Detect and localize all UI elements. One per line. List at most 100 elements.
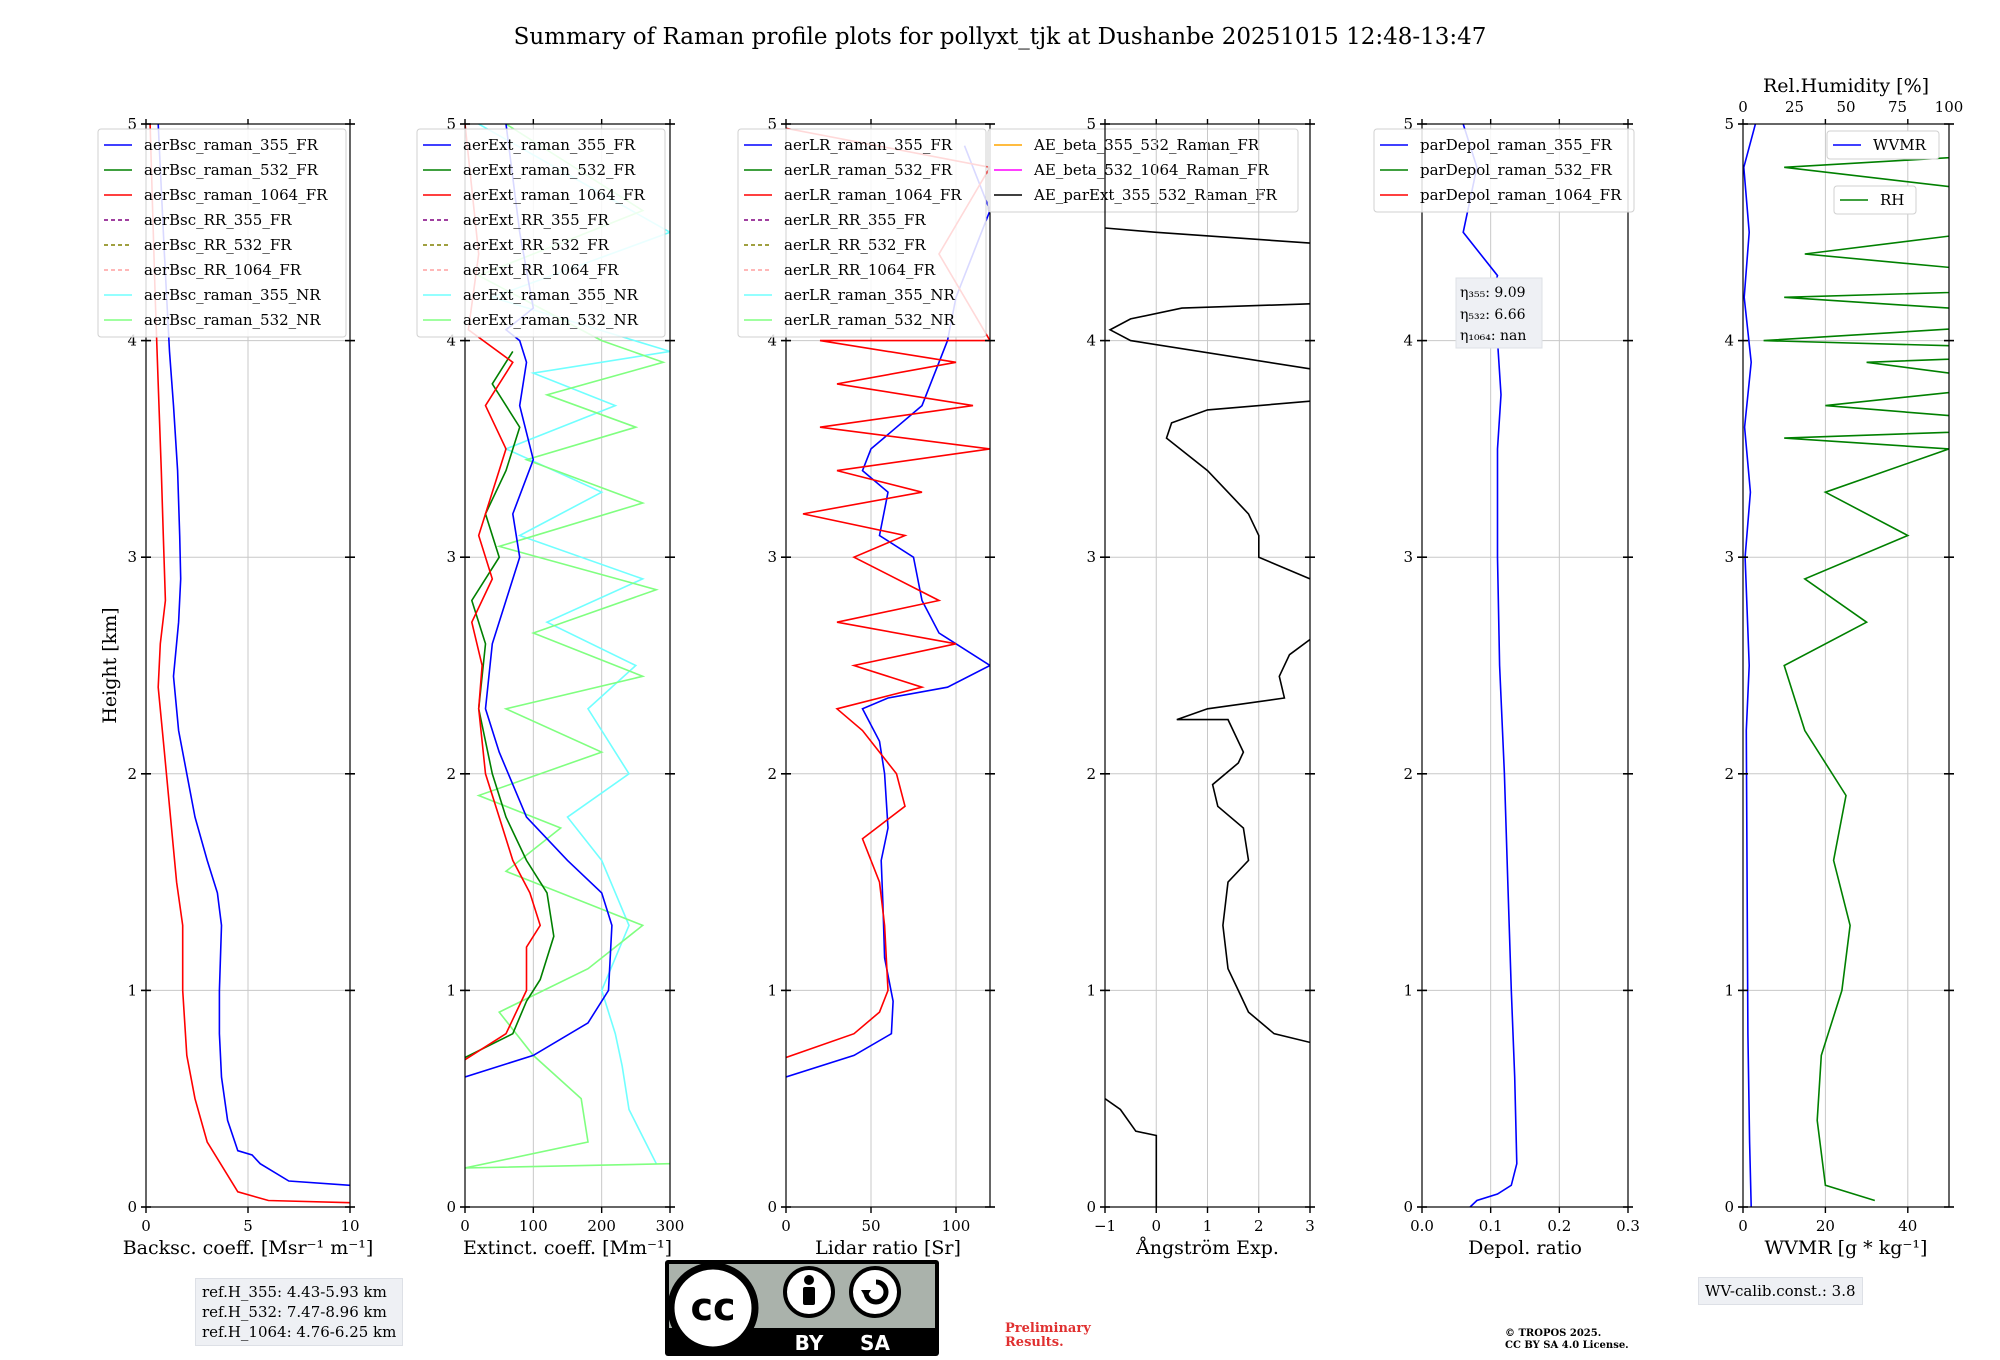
legend-box <box>416 128 666 338</box>
wv-calib-const: WV-calib.const.: 3.8 <box>1705 1282 1856 1300</box>
legend-label: AE_beta_355_532_Raman_FR <box>1033 136 1260 154</box>
series-AE_parExt_355_532_Raman_FR_mid <box>1165 400 1310 580</box>
x2-tick-label: 50 <box>1836 98 1855 116</box>
legend-box <box>97 128 347 338</box>
preliminary-line1: Preliminary <box>1005 1321 1091 1336</box>
x-tick-label: 100 <box>519 1217 548 1235</box>
axes-frame <box>785 123 991 1208</box>
legend-bsc: aerBsc_raman_355_FR aerBsc_raman_532_FRae… <box>97 128 347 338</box>
series-group <box>786 127 990 1078</box>
wv-calib-box: WV-calib.const.: 3.8 <box>1698 1277 1863 1305</box>
legend-label: aerBsc_RR_532_FR <box>144 236 292 254</box>
series-AE_parExt_355_532_Raman_FR_top <box>1108 303 1310 370</box>
series-group <box>149 124 350 1204</box>
legend-wvmr: WVMR <box>1826 130 1940 160</box>
eta-532: η₅₃₂: 6.66 <box>1460 307 1526 323</box>
x2-tick-label: 25 <box>1785 98 1804 116</box>
legend-box <box>987 128 1299 213</box>
legend-label: parDepol_raman_532_FR <box>1420 161 1613 179</box>
x2-tick-label: 75 <box>1888 98 1907 116</box>
legend-label: aerExt_raman_1064_FR <box>463 186 645 204</box>
y-tick-label: 2 <box>446 765 456 783</box>
x-tick-label: 100 <box>942 1217 971 1235</box>
legend-label: aerExt_RR_1064_FR <box>463 261 619 279</box>
y-tick-label: 1 <box>127 981 137 999</box>
x-tick-label: 0.2 <box>1547 1217 1571 1235</box>
legend-label: aerExt_RR_532_FR <box>463 236 610 254</box>
y-tick-label: 5 <box>446 115 456 133</box>
legend-label: aerLR_RR_1064_FR <box>784 261 936 279</box>
eta-box <box>1455 277 1543 349</box>
series-group <box>1743 124 1949 1207</box>
series-aerLR_raman_1064_FR <box>786 127 990 1059</box>
x-tick-label: 1 <box>1203 1217 1213 1235</box>
x-tick-label: 0 <box>1738 1217 1748 1235</box>
y-tick-label: 0 <box>446 1198 456 1216</box>
figure-title: Summary of Raman profile plots for polly… <box>514 24 1487 50</box>
y-tick-label: 2 <box>767 765 777 783</box>
cc-by-sa-badge: cc BY SA <box>665 1260 939 1356</box>
series-RH <box>1763 156 1949 1202</box>
legend-label: aerBsc_raman_355_NR <box>144 286 321 304</box>
cc-text: cc <box>690 1285 735 1329</box>
y-axis-label: Height [km] <box>99 607 121 723</box>
y-tick-label: 3 <box>1086 548 1096 566</box>
ref-h-532: ref.H_532: 7.47-8.96 km <box>202 1303 387 1321</box>
series-AE_parExt_355_532_Raman_FR_top2 <box>1105 227 1310 244</box>
series-aerExt_raman_532_NR <box>465 124 670 1169</box>
x-tick-label: 3 <box>1305 1217 1315 1235</box>
x-tick-label: 0.3 <box>1616 1217 1640 1235</box>
series-group <box>1105 227 1310 1207</box>
y-tick-label: 2 <box>1086 765 1096 783</box>
series-aerLR_raman_355_FR <box>786 145 990 1078</box>
legend-rh: RH <box>1833 185 1917 215</box>
x-tick-label: 0.1 <box>1479 1217 1503 1235</box>
panel-depol: 0 1 2 3 4 5 0.0 0.1 0.2 0.3 Depol. ratio parDepol_r… <box>1373 115 1640 1259</box>
y-tick-label: 1 <box>1403 981 1413 999</box>
legend-label: aerLR_raman_355_NR <box>784 286 955 304</box>
series-AE_parExt_355_532_Raman_FR <box>1176 638 1310 1044</box>
x-tick-label: 300 <box>656 1217 685 1235</box>
legend-label: aerBsc_raman_532_NR <box>144 311 321 329</box>
y-tick-label: 3 <box>1403 548 1413 566</box>
x-axis-label: Ångström Exp. <box>1135 1237 1279 1259</box>
reference-height-box: ref.H_355: 4.43-5.93 km ref.H_532: 7.47-… <box>195 1278 404 1346</box>
x2-axis-label: Rel.Humidity [%] <box>1763 75 1929 97</box>
legend-label: aerExt_raman_532_FR <box>463 161 636 179</box>
sa-text: SA <box>860 1331 890 1355</box>
legend-label: aerLR_raman_532_FR <box>784 161 953 179</box>
y-tick-label: 5 <box>1403 115 1413 133</box>
series-WVMR <box>1743 124 1757 1207</box>
legend-label: aerBsc_raman_355_FR <box>144 136 319 154</box>
copyright-line1: © TROPOS 2025. <box>1505 1328 1602 1339</box>
legend-label: aerLR_RR_532_FR <box>784 236 926 254</box>
y-tick-label: 0 <box>767 1198 777 1216</box>
y-tick-label: 0 <box>1086 1198 1096 1216</box>
panel-bsc: 0 1 2 3 4 5 0 5 10 Backsc. coeff. [Msr⁻¹ m⁻¹] Heig… <box>97 115 373 1259</box>
legend-label: aerExt_raman_355_NR <box>463 286 639 304</box>
series-aerExt_raman_355_NR <box>478 124 670 1165</box>
legend-ae: AE_beta_355_532_Raman_FR AE_beta_532_1064… <box>987 128 1299 213</box>
series-AE_parExt_355_532_Raman_FR_low <box>1105 1098 1158 1207</box>
x-axis-label: Depol. ratio <box>1468 1237 1582 1259</box>
y-tick-label: 4 <box>767 332 777 350</box>
legend-label: aerBsc_raman_1064_FR <box>144 186 328 204</box>
y-tick-label: 0 <box>1724 1198 1734 1216</box>
x-tick-label: 0 <box>781 1217 791 1235</box>
y-tick-label: 4 <box>1403 332 1413 350</box>
panel-ext: 0 1 2 3 4 5 0 100 200 300 Extinct. coeff. [Mm⁻¹] ae… <box>416 115 685 1259</box>
legend-label: RH <box>1880 191 1904 209</box>
y-tick-label: 3 <box>767 548 777 566</box>
series-group <box>1462 124 1518 1207</box>
y-tick-label: 4 <box>127 332 137 350</box>
legend-depol: parDepol_raman_355_FR parDepol_raman_532_… <box>1373 128 1635 213</box>
x-axis-label: WVMR [g * kg⁻¹] <box>1765 1237 1928 1259</box>
legend-label: aerLR_raman_355_FR <box>784 136 953 154</box>
series-parDepol_raman_355_FR <box>1462 124 1518 1207</box>
eta-annotation: η₃₅₅: 9.09 η₅₃₂: 6.66 η₁₀₆₄: nan <box>1455 277 1543 349</box>
x-tick-label: 0 <box>141 1217 151 1235</box>
sa-share-alike-icon <box>849 1266 901 1318</box>
